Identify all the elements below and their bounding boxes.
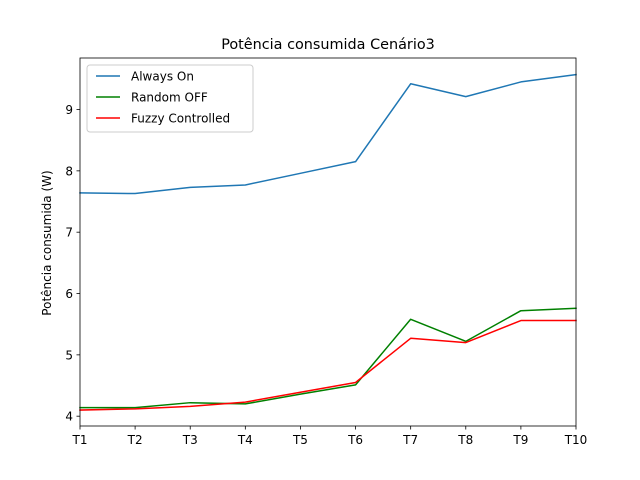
legend-label-random-off: Random OFF (131, 91, 208, 105)
y-axis-label: Potência consumida (W) (40, 170, 54, 315)
x-tick-label: T8 (457, 433, 473, 447)
legend-label-always-on: Always On (131, 70, 194, 84)
y-tick-label: 4 (65, 410, 73, 424)
y-tick-label: 7 (65, 226, 73, 240)
series-line-fuzzy-controlled (79, 319, 577, 411)
plot-frame (79, 57, 577, 427)
x-tick-label: T2 (127, 433, 143, 447)
legend-box (86, 64, 254, 133)
plot-area: T1 T2 T3 T4 T5 T6 T7 T8 T9 T10 4 5 6 7 8 9 Always On Rand… (65, 57, 588, 447)
y-tick-label: 5 (65, 348, 73, 362)
x-tick-label: T5 (292, 433, 308, 447)
y-tick-label: 9 (65, 103, 73, 117)
chart-title: Potência consumida Cenário3 (221, 37, 435, 53)
x-tick-label: T3 (182, 433, 198, 447)
x-tick-label: T1 (72, 433, 88, 447)
x-tick-label: T9 (512, 433, 528, 447)
series-line-random-off (79, 307, 577, 409)
x-tick-label: T6 (347, 433, 363, 447)
series-line-always-on (79, 73, 577, 195)
legend-label-fuzzy-controlled: Fuzzy Controlled (131, 112, 230, 126)
x-tick-label: T10 (564, 433, 588, 447)
y-tick-label: 6 (65, 287, 73, 301)
x-tick-label: T4 (237, 433, 253, 447)
x-tick-label: T7 (402, 433, 418, 447)
y-tick-label: 8 (65, 164, 73, 178)
